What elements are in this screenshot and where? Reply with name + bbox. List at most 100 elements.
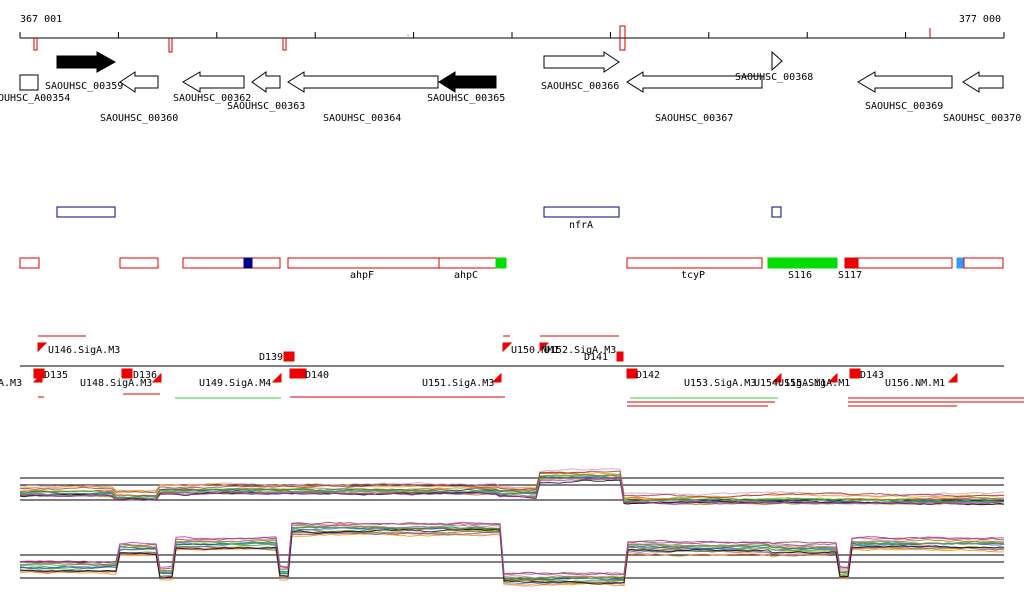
shape (182, 71, 245, 93)
shape (438, 257, 497, 269)
shape (438, 71, 497, 93)
group (38, 335, 1024, 407)
shape (19, 524, 1005, 580)
gene-label: SAOUHSC_00370 (943, 113, 1021, 124)
segment-label: U149.SigA.M4 (199, 378, 271, 389)
shape (287, 257, 440, 269)
shape (956, 257, 965, 269)
shape (962, 71, 1004, 93)
shape (491, 372, 502, 383)
group (19, 468, 1005, 587)
shape (19, 477, 1005, 505)
group (19, 32, 1005, 39)
shape (20, 524, 1005, 580)
segment-label: D141 (584, 352, 608, 363)
gene-label: OUHSC_A00354 (0, 93, 70, 104)
segment-label: D139 (259, 352, 283, 363)
shape (626, 368, 638, 379)
shape (33, 38, 38, 51)
shape (19, 74, 39, 91)
segment-label: D140 (305, 370, 329, 381)
shape (56, 206, 116, 218)
segment-label: gA.M3 (0, 378, 22, 389)
gene-label: SAOUHSC_00360 (100, 113, 178, 124)
shape (33, 368, 45, 379)
segment-label: D142 (636, 370, 660, 381)
shape (543, 206, 620, 218)
shape (168, 38, 173, 53)
shape (849, 368, 861, 379)
feature-label: tcyP (681, 270, 705, 281)
gene-label: SAOUHSC_00367 (655, 113, 733, 124)
segment-label: U154.SigA.M1 (754, 378, 826, 389)
shape (119, 257, 159, 269)
segment-label: U152.SigA.M3 (544, 345, 616, 356)
shape (251, 71, 281, 93)
group (32, 342, 958, 383)
shape (857, 71, 953, 93)
segment-label: U151.SigA.M3 (422, 378, 494, 389)
shape (963, 257, 1004, 269)
gene-label: SAOUHSC_00359 (45, 81, 123, 92)
segment-label: U155.SigA.M1 (778, 378, 850, 389)
shape (844, 257, 859, 269)
feature-label: ahpC (454, 270, 478, 281)
shape (37, 342, 48, 353)
shape (19, 477, 1005, 505)
shape (857, 257, 953, 269)
shape (19, 528, 1005, 585)
shape (771, 50, 783, 72)
shape (626, 257, 763, 269)
shape (619, 25, 626, 51)
segment-label: U156.NM.M1 (885, 378, 945, 389)
segment-label: U146.SigA.M3 (48, 345, 120, 356)
shape (767, 257, 838, 269)
shape (182, 257, 281, 269)
shape (282, 38, 287, 51)
segment-label: U150.NM1 (511, 345, 559, 356)
feature-label: S116 (788, 270, 812, 281)
segment-label: U148.SigA.M3 (80, 378, 152, 389)
shape (119, 71, 159, 93)
shape (289, 368, 307, 379)
shape (616, 351, 624, 362)
segment-label: D136 (133, 370, 157, 381)
shape (56, 51, 117, 73)
shape (626, 71, 763, 93)
gene-label: SAOUHSC_00366 (541, 81, 619, 92)
group (33, 25, 931, 53)
feature-label: nfrA (569, 220, 593, 231)
gene-label: SAOUHSC_00369 (865, 101, 943, 112)
shape (151, 372, 162, 383)
shape (283, 351, 295, 362)
shape (19, 470, 1005, 499)
shape (19, 471, 1005, 500)
group (19, 257, 1004, 269)
segment-label: U153.SigA.M3 (684, 378, 756, 389)
segment-label: D135 (44, 370, 68, 381)
group (19, 50, 1004, 93)
feature-label: ahpF (350, 270, 374, 281)
feature-label: S117 (838, 270, 862, 281)
shape (19, 474, 1005, 503)
segment-label: D143 (860, 370, 884, 381)
shape (771, 206, 782, 218)
ruler-start: 367 001 (20, 14, 62, 25)
shape (543, 51, 620, 73)
shape (502, 342, 513, 353)
shape (121, 368, 133, 379)
shape (19, 521, 1005, 576)
shape (539, 342, 550, 353)
gene-label: SAOUHSC_00368 (735, 72, 813, 83)
group (56, 206, 782, 218)
shape (19, 531, 1005, 585)
shape (827, 372, 838, 383)
ruler-end: 377 000 (959, 14, 1001, 25)
gene-label: SAOUHSC_00363 (227, 101, 305, 112)
shape (243, 257, 253, 269)
shape (771, 372, 782, 383)
shape (19, 257, 40, 269)
shape (287, 71, 439, 93)
shape (271, 372, 282, 383)
